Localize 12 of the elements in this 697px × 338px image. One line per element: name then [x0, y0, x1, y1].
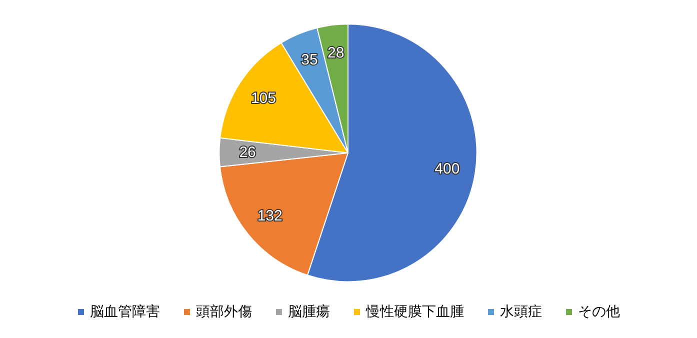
data-label: 400	[434, 160, 460, 178]
data-label: 105	[250, 90, 276, 108]
data-label: 26	[239, 144, 256, 161]
legend-label: 水頭症	[500, 304, 542, 320]
data-label: 132	[257, 208, 282, 225]
legend-label: その他	[578, 304, 620, 320]
legend-label: 脳血管障害	[90, 304, 160, 320]
data-label: 35	[301, 52, 318, 69]
legend-label: 慢性硬膜下血腫	[365, 304, 464, 320]
data-label: 28	[328, 44, 344, 62]
legend-label: 脳腫瘍	[288, 304, 330, 320]
legend-label: 頭部外傷	[196, 304, 252, 320]
